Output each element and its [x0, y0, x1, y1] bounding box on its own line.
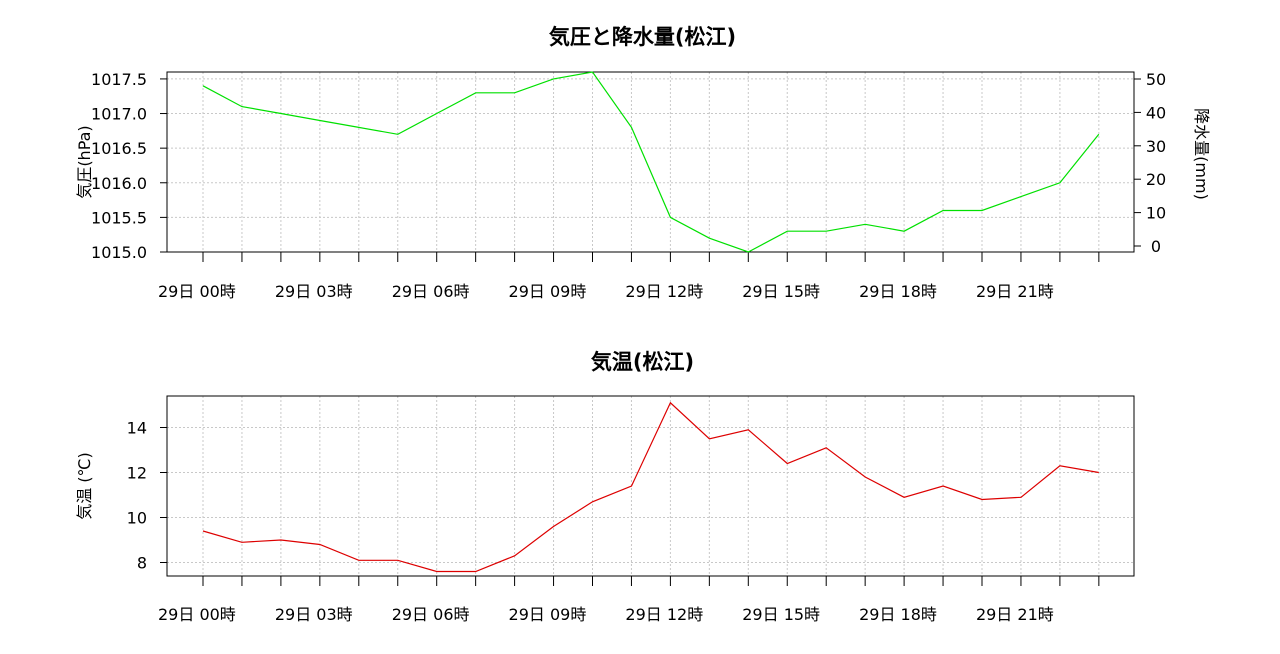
y-tick-label: 1016.0: [91, 174, 147, 193]
chart-panel-1: 29日 00時 29日 03時 29日 06時 29日 09時 29日 12時 29日 1…: [75, 25, 1211, 301]
chart-title: 気圧と降水量(松江): [549, 25, 736, 49]
y-tick-label: 10: [127, 509, 147, 528]
x-tick-label: 29日 09時: [509, 282, 587, 301]
y-tick-label: 8: [137, 554, 147, 573]
x-tick-label: 29日 21時: [976, 282, 1054, 301]
y2-tick-label: 50: [1146, 70, 1166, 89]
y-tick-label: 12: [127, 464, 147, 483]
y-tick-label: 14: [127, 419, 147, 438]
x-tick-label: 29日 12時: [625, 605, 703, 624]
y-tick-label: 1015.5: [91, 208, 147, 227]
x-tick-label: 29日 15時: [742, 605, 820, 624]
x-tick-label: 29日 18時: [859, 605, 937, 624]
y-tick-label: 1017.5: [91, 70, 147, 89]
x-tick-label: 29日 00時: [158, 605, 236, 624]
chart-title: 気温(松江): [591, 350, 694, 374]
x-tick-label: 29日 03時: [275, 605, 353, 624]
plot-frame: [166, 71, 1135, 253]
x-tick-label: 29日 21時: [976, 605, 1054, 624]
x-tick-label: 29日 12時: [625, 282, 703, 301]
y2-tick-label: 30: [1146, 137, 1166, 156]
x-tick-label: 29日 09時: [509, 605, 587, 624]
x-tick-label: 29日 00時: [158, 282, 236, 301]
y2-tick-label: 10: [1146, 204, 1166, 223]
y2-axis-label: 降水量(mm): [1192, 108, 1211, 200]
x-tick-label: 29日 15時: [742, 282, 820, 301]
y-tick-label: 1015.0: [91, 243, 147, 262]
x-tick-label: 29日 03時: [275, 282, 353, 301]
y-tick-label: 1016.5: [91, 139, 147, 158]
y-axis-label: 気温 (℃): [75, 452, 94, 520]
x-tick-label: 29日 18時: [859, 282, 937, 301]
y2-tick-label: 0: [1151, 237, 1161, 256]
chart-panel-2: 29日 00時 29日 03時 29日 06時 29日 09時 29日 12時 29日 1…: [75, 350, 1135, 624]
y2-tick-label: 20: [1146, 170, 1166, 189]
plot-frame: [166, 395, 1135, 577]
y2-tick-label: 40: [1146, 103, 1166, 122]
y-axis-label: 気圧(hPa): [75, 125, 94, 198]
x-tick-label: 29日 06時: [392, 605, 470, 624]
series-line: [202, 401, 1099, 573]
x-tick-label: 29日 06時: [392, 282, 470, 301]
y-tick-label: 1017.0: [91, 105, 147, 124]
series-line: [202, 71, 1100, 253]
